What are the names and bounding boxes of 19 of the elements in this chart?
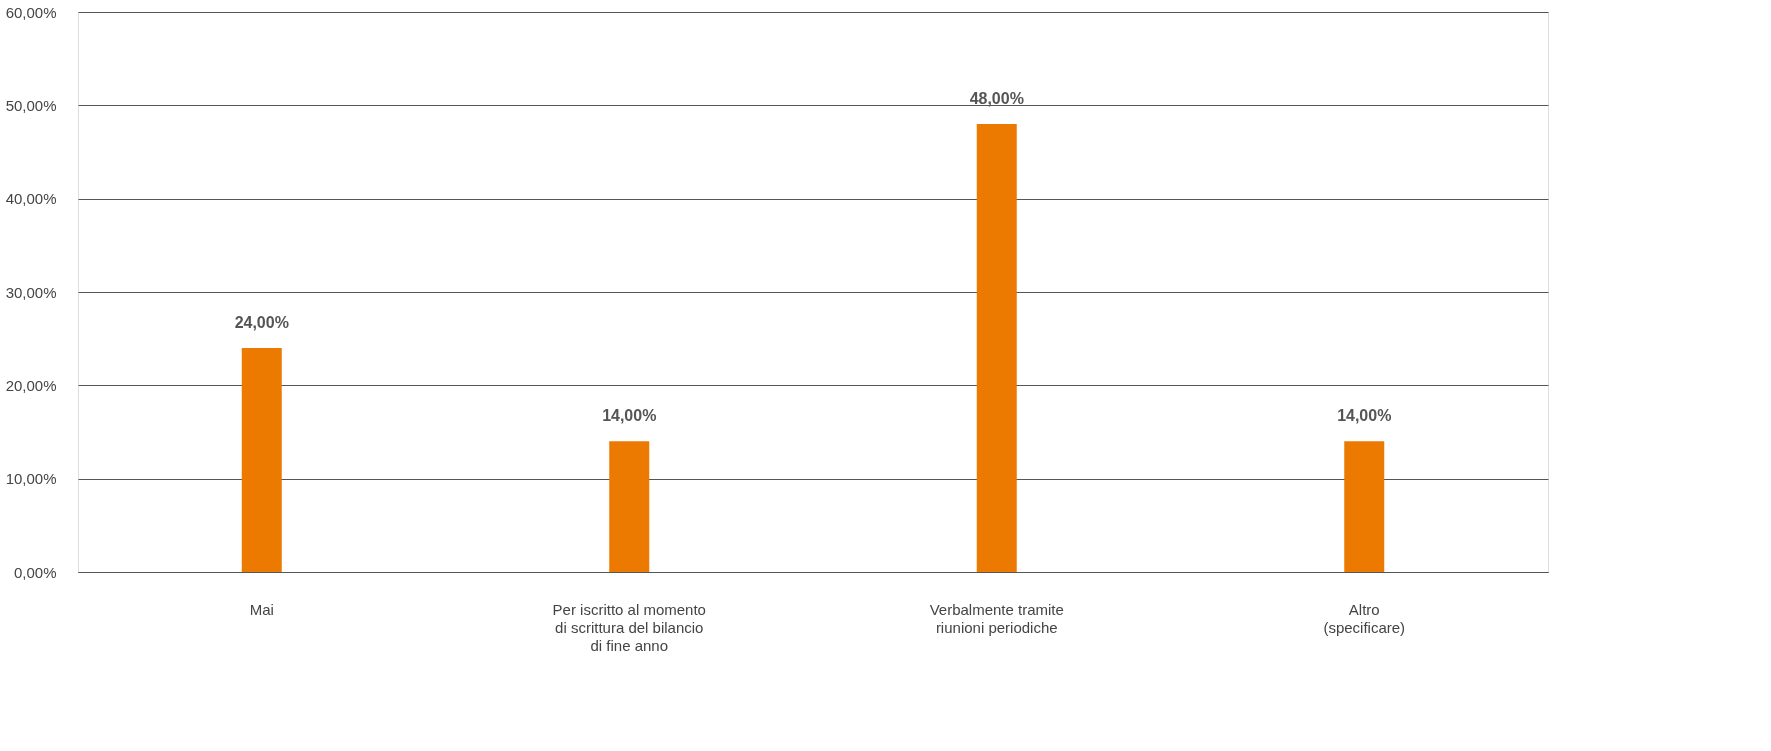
y-tick-label: 10,00% bbox=[5, 470, 57, 488]
data-label: 24,00% bbox=[234, 314, 289, 331]
bar bbox=[241, 348, 282, 572]
x-tick-label: Per iscritto al momento di scrittura del bilancio di fine anno bbox=[552, 600, 706, 654]
bar bbox=[976, 124, 1017, 572]
y-tick-label: 0,00% bbox=[13, 563, 57, 581]
data-label: 14,00% bbox=[1337, 407, 1392, 425]
y-tick-label: 40,00% bbox=[5, 190, 57, 208]
bar bbox=[1344, 441, 1385, 572]
x-tick-label: Altro (specificare) bbox=[1323, 600, 1406, 636]
data-label: 14,00% bbox=[602, 407, 657, 425]
data-label: 48,00% bbox=[969, 90, 1024, 107]
y-tick-label: 60,00% bbox=[5, 3, 57, 21]
y-tick-label: 30,00% bbox=[5, 283, 57, 301]
x-tick-label: Mai bbox=[249, 600, 274, 618]
x-tick-label: Verbalmente tramite riunioni periodiche bbox=[929, 600, 1064, 636]
y-tick-label: 50,00% bbox=[5, 96, 57, 114]
bar bbox=[609, 441, 650, 572]
y-tick-label: 20,00% bbox=[5, 376, 57, 394]
